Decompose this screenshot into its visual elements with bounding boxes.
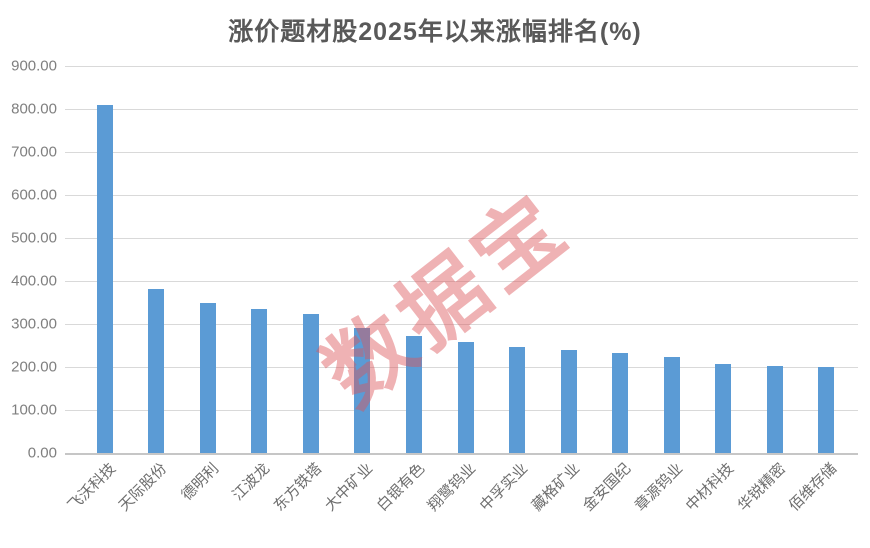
x-axis-label: 东方铁塔 [270, 460, 326, 515]
grid-line [65, 238, 858, 239]
grid-line [65, 194, 858, 196]
x-axis-label: 大中矿业 [322, 460, 377, 515]
x-axis-label: 藏格矿业 [528, 460, 583, 515]
grid-line [65, 281, 858, 282]
y-tick-label: 300.00 [11, 315, 57, 333]
x-axis-label: 白银有色 [373, 460, 429, 515]
bar [509, 347, 526, 453]
y-tick-label: 200.00 [11, 358, 57, 376]
y-tick-label: 800.00 [11, 100, 57, 118]
x-axis-label: 翔鹭钨业 [425, 460, 480, 515]
y-axis-labels: 900.00 800.00 700.00 600.00 500.00 400.00 300.… [0, 58, 57, 462]
x-axis-label: 金安国纪 [579, 460, 635, 515]
y-tick-label: 600.00 [11, 186, 57, 204]
x-axis-label: 佰维存储 [785, 460, 841, 515]
grid-line [65, 323, 858, 325]
x-axis-labels: 飞沃科技 天际股份 德明利 江波龙 东方铁塔 大中矿业 白银有色 翔鹭钨业 中孚实业 藏格矿业 金安… [64, 458, 852, 546]
y-tick-label: 500.00 [11, 229, 57, 247]
plot-area [65, 66, 858, 455]
y-tick-label: 900.00 [11, 57, 57, 75]
grid-line [65, 66, 858, 67]
bar [612, 353, 629, 453]
x-axis-label: 中材科技 [682, 460, 738, 515]
y-tick-label: 700.00 [11, 143, 57, 161]
x-axis-label: 德明利 [178, 460, 222, 504]
bar [302, 314, 319, 453]
bar [560, 349, 577, 453]
bar [766, 365, 783, 453]
bar [663, 356, 680, 453]
x-axis-label: 飞沃科技 [64, 460, 119, 515]
x-axis-label: 中孚实业 [476, 460, 532, 515]
bar [715, 364, 732, 453]
x-axis-label: 章源钨业 [631, 460, 686, 515]
bar [199, 302, 216, 453]
bars-layer [79, 66, 852, 453]
grid-line [65, 152, 858, 153]
x-axis-label: 华锐精密 [734, 460, 789, 515]
x-axis-label: 江波龙 [229, 460, 274, 504]
bar [457, 342, 474, 453]
x-axis-label: 天际股份 [115, 460, 171, 515]
bar [354, 328, 371, 453]
y-tick-label: 400.00 [11, 272, 57, 290]
bar [148, 288, 165, 453]
grid-line [65, 109, 858, 110]
bar [251, 309, 268, 453]
y-tick-label: 0.00 [27, 444, 57, 462]
y-tick-label: 100.00 [11, 401, 57, 419]
bar [405, 336, 422, 453]
bar [96, 104, 113, 453]
chart-title: 涨价题材股2025年以来涨幅排名(%) [228, 18, 642, 46]
bar [818, 367, 835, 453]
